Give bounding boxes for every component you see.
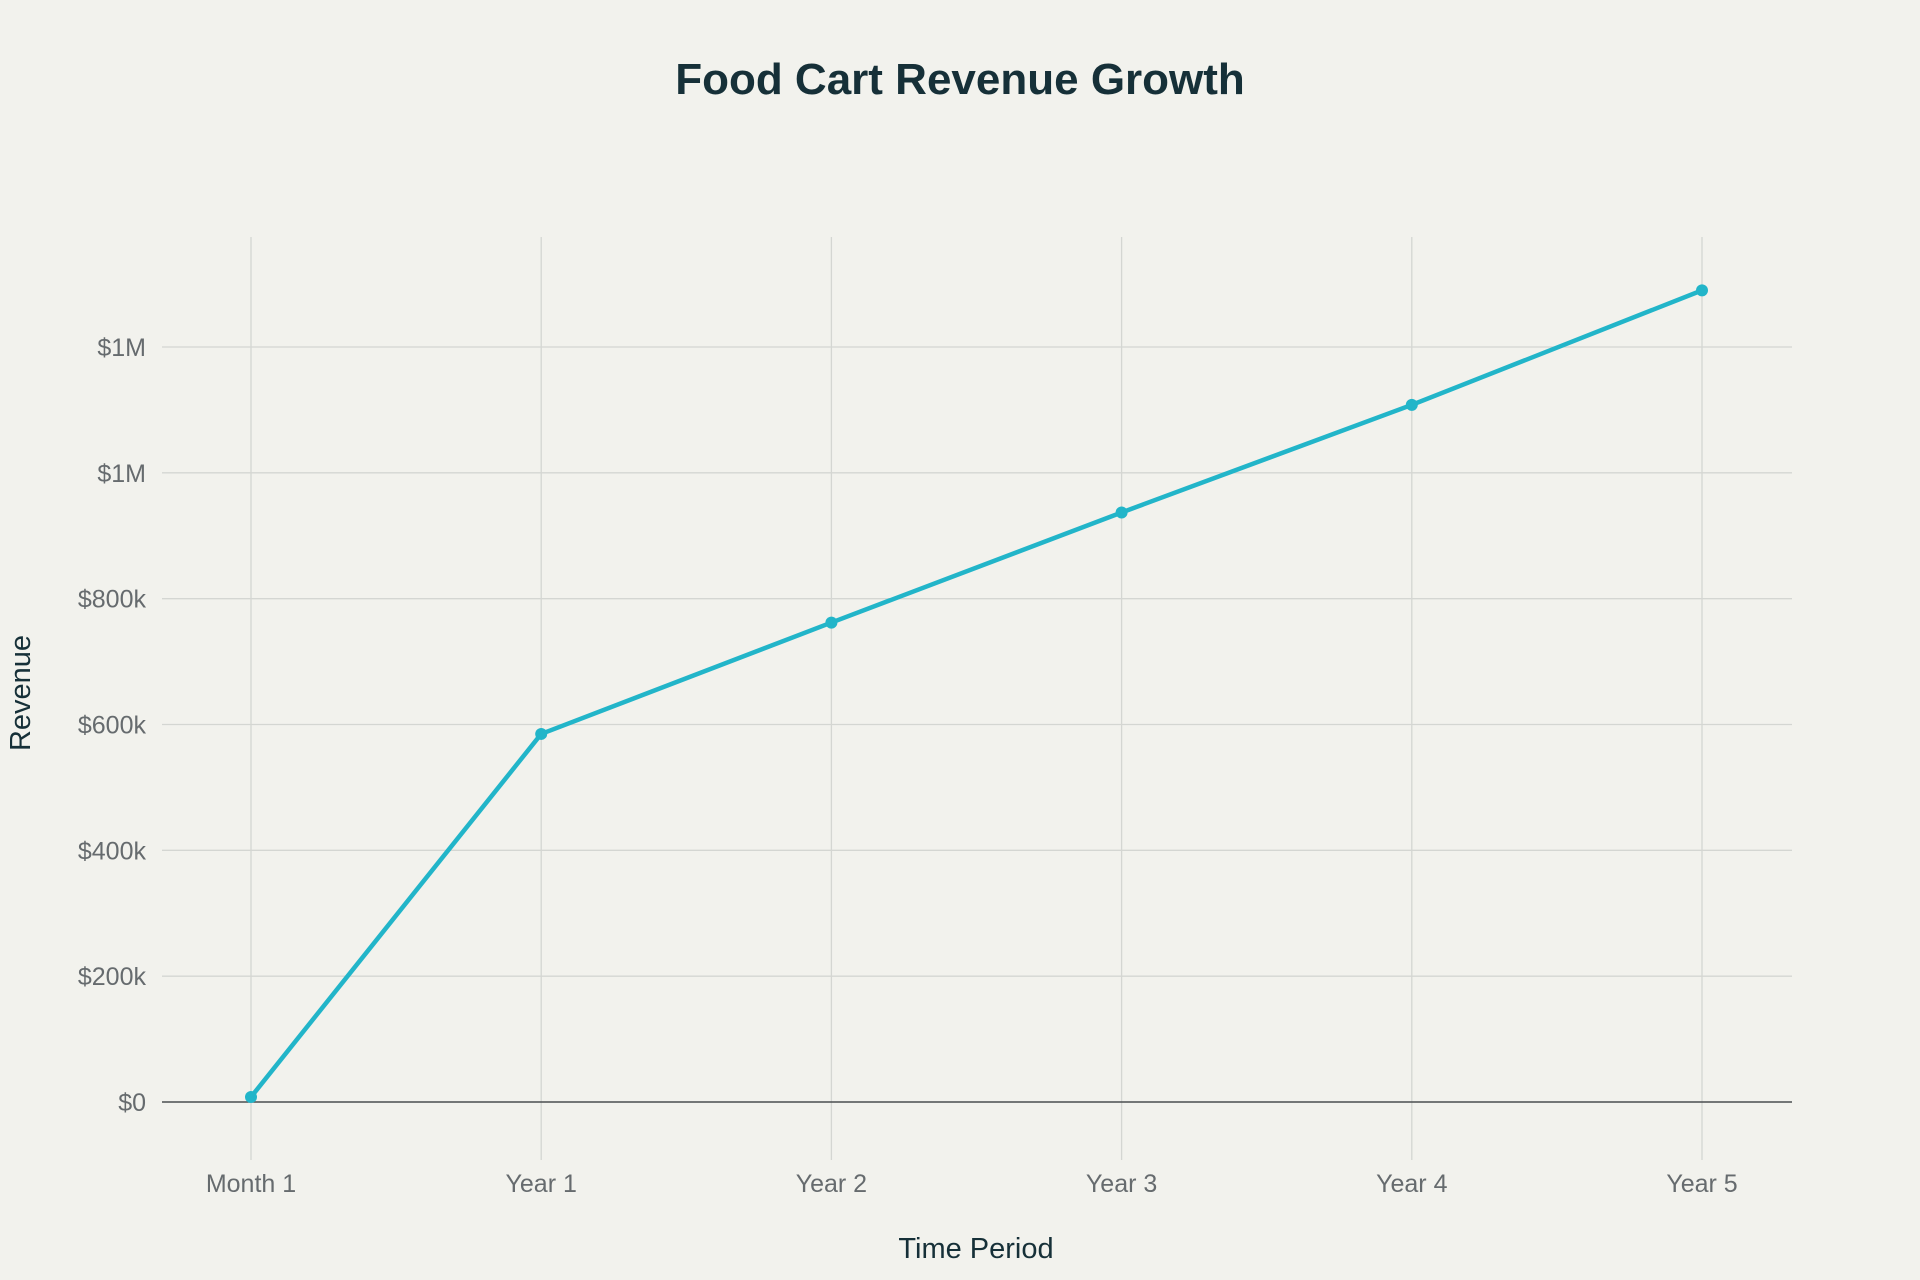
x-axis-ticks: Month 1 Year 1 Year 2 Year 3 Year 4 Year 5 (206, 1170, 1738, 1198)
y-tick-label: $1M (97, 334, 146, 362)
chart-title: Food Cart Revenue Growth (675, 55, 1245, 104)
y-tick-label: $1M (97, 460, 146, 488)
x-tick-label: Month 1 (206, 1170, 296, 1198)
x-tick-label: Year 1 (506, 1170, 577, 1198)
x-tick-label: Year 3 (1086, 1170, 1157, 1198)
data-point[interactable] (245, 1090, 257, 1103)
data-point[interactable] (825, 616, 838, 629)
x-tick-label: Year 5 (1666, 1170, 1737, 1198)
x-axis-title: Time Period (898, 1233, 1053, 1265)
data-point[interactable] (1405, 398, 1418, 411)
series-layer (245, 284, 1708, 1103)
grid (162, 237, 1792, 1160)
y-tick-label: $800k (78, 586, 147, 614)
y-tick-label: $200k (78, 963, 147, 991)
y-tick-label: $400k (78, 837, 147, 865)
y-tick-label: $600k (78, 712, 147, 740)
y-axis-title: Revenue (5, 635, 37, 751)
x-tick-label: Year 4 (1376, 1170, 1447, 1198)
y-tick-label: $0 (118, 1089, 146, 1117)
data-point[interactable] (1115, 506, 1128, 519)
data-point[interactable] (535, 727, 548, 740)
x-tick-label: Year 2 (796, 1170, 867, 1198)
y-axis-ticks: $0 $200k $400k $600k $800k $1M $1M (78, 334, 147, 1117)
series-line (249, 288, 1703, 1099)
data-point[interactable] (1696, 284, 1708, 297)
